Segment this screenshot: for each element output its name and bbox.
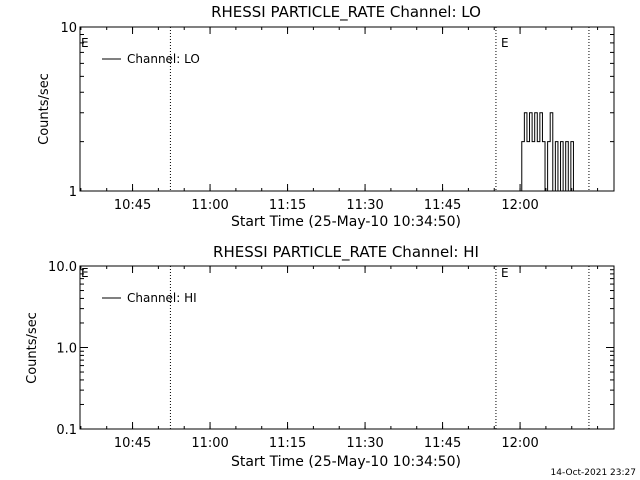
lo-x-tick-label-4: 11:45 xyxy=(424,198,461,213)
panel-hi-event-label: E xyxy=(501,266,509,280)
panel-lo-legend-label: Channel: LO xyxy=(127,52,200,66)
panel-lo-legend: Channel: LO xyxy=(102,52,200,66)
hi-x-tick-label-0: 10:45 xyxy=(114,436,151,451)
hi-x-tick-label-4: 11:45 xyxy=(424,436,461,451)
footer-timestamp: 14-Oct-2021 23:27 xyxy=(551,468,636,478)
panel-hi-y-label: Counts/sec xyxy=(25,312,40,384)
hi-x-tick-label-5: 12:00 xyxy=(501,436,538,451)
panel-lo-event-lines xyxy=(169,27,590,191)
panel-lo-y-label: Counts/sec xyxy=(37,73,52,145)
hi-y-tick-label-0: 10.0 xyxy=(48,260,77,275)
panel-hi-title: RHESSI PARTICLE_RATE Channel: HI xyxy=(213,243,479,262)
lo-x-tick-label-0: 10:45 xyxy=(114,198,151,213)
hi-x-tick-label-3: 11:30 xyxy=(346,436,383,451)
lo-series-line-0 xyxy=(519,112,579,192)
panel-lo-start-marker: E xyxy=(81,36,89,50)
panel-hi-legend: Channel: HI xyxy=(102,291,197,305)
panel-lo-x-label: Start Time (25-May-10 10:34:50) xyxy=(231,214,461,230)
panel-lo-event-label: E xyxy=(501,36,509,50)
lo-x-tick-label-5: 12:00 xyxy=(501,198,538,213)
panel-hi-y-axis: 10.0 1.0 0.1 xyxy=(48,260,614,438)
panel-lo-title: RHESSI PARTICLE_RATE Channel: LO xyxy=(211,3,481,22)
panel-hi: RHESSI PARTICLE_RATE Channel: HI 10:45 11… xyxy=(25,243,615,470)
panel-hi-start-marker: E xyxy=(81,266,89,280)
hi-y-tick-label-2: 0.1 xyxy=(56,423,77,438)
lo-x-tick-label-3: 11:30 xyxy=(346,198,383,213)
panel-hi-event-lines xyxy=(169,266,590,429)
panel-hi-x-label: Start Time (25-May-10 10:34:50) xyxy=(231,454,461,470)
panel-lo-x-axis: 10:45 11:00 11:15 11:30 11:45 12:00 xyxy=(80,27,599,213)
panel-lo-series xyxy=(519,112,579,192)
hi-x-tick-label-2: 11:15 xyxy=(269,436,306,451)
panel-lo-y-axis: 10 1 xyxy=(60,21,614,200)
lo-y-tick-label-0: 10 xyxy=(60,21,77,36)
panel-hi-x-axis: 10:45 11:00 11:15 11:30 11:45 12:00 xyxy=(80,266,599,451)
lo-y-tick-label-1: 1 xyxy=(69,185,77,200)
panel-lo-axes-frame xyxy=(79,26,615,192)
hi-x-tick-label-1: 11:00 xyxy=(191,436,228,451)
lo-x-tick-label-1: 11:00 xyxy=(191,198,228,213)
panel-lo: RHESSI PARTICLE_RATE Channel: LO 10:45 11… xyxy=(37,3,615,230)
lo-x-tick-label-2: 11:15 xyxy=(269,198,306,213)
hi-y-tick-label-1: 1.0 xyxy=(56,342,77,357)
panel-hi-legend-label: Channel: HI xyxy=(127,291,197,305)
